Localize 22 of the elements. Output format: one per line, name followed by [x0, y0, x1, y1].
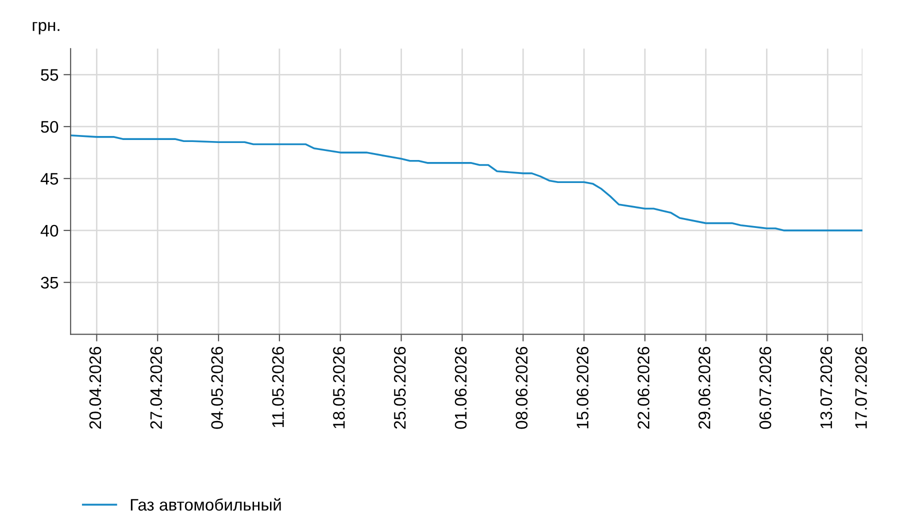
x-tick-label: 22.06.2026 [638, 346, 650, 429]
y-tick-label: 55 [40, 69, 58, 81]
x-tick-label: 06.07.2026 [759, 346, 772, 429]
y-axis-title: грн. [32, 22, 60, 34]
legend-label: Газ автомобильный [130, 498, 281, 511]
x-tick-label: 18.05.2026 [333, 346, 345, 428]
y-tick-label: 35 [40, 276, 58, 289]
x-tick-label: 20.04.2026 [89, 346, 102, 429]
x-tick-label: 13.07.2026 [820, 346, 832, 428]
x-tick-label: 08.06.2026 [516, 346, 528, 429]
x-tick-label: 29.06.2026 [698, 346, 710, 429]
y-tick-label: 40 [40, 224, 58, 237]
x-tick-label: 15.06.2026 [576, 346, 588, 428]
x-tick-label: 04.05.2026 [211, 346, 223, 429]
y-tick-label: 50 [40, 120, 58, 133]
x-tick-label: 27.04.2026 [150, 346, 162, 429]
x-tick-label: 25.05.2026 [394, 346, 406, 429]
x-tick-label: 01.06.2026 [454, 346, 467, 429]
y-tick-label: 45 [40, 173, 58, 185]
x-tick-label: 11.05.2026 [272, 346, 284, 428]
line-series [70, 134, 862, 232]
x-tick-label: 17.07.2026 [855, 346, 867, 428]
